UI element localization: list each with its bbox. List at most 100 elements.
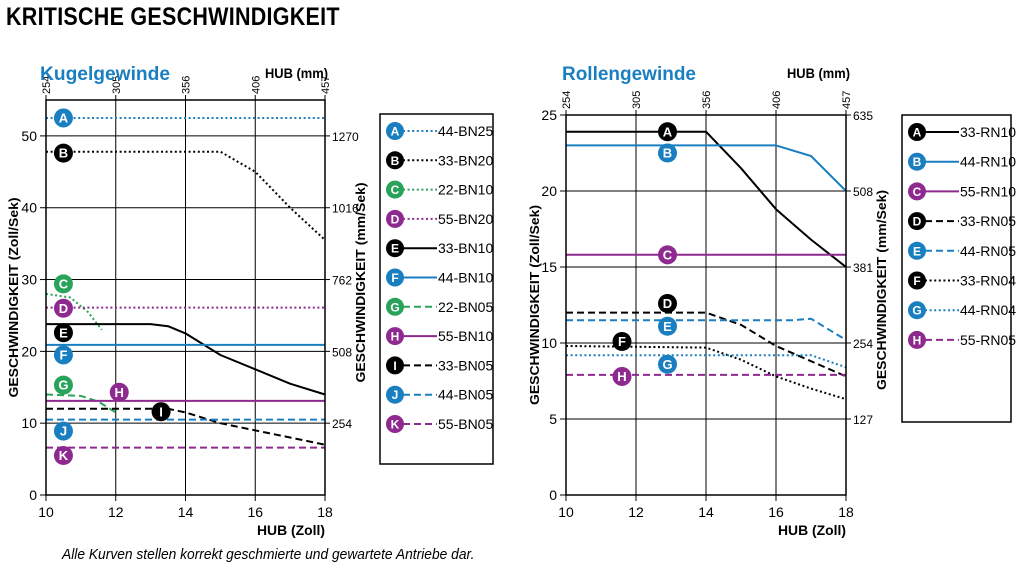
- kugel-legend-badge-H: [386, 327, 404, 346]
- rollen-legend-badge-C: [908, 182, 926, 201]
- rollen-xtick-label-16: 16: [768, 504, 784, 520]
- kugel-ytick-label-40: 40: [21, 200, 37, 216]
- rollen-x2tick-label-254: 254: [561, 91, 573, 109]
- rollen-ytick-label-0: 0: [549, 487, 557, 503]
- kugel-badge-letter-I: I: [159, 404, 163, 419]
- rollen-y2tick-label-508: 508: [853, 185, 873, 199]
- rollen-series-33-RN04: [565, 345, 847, 401]
- rollen-legend-letter-A: A: [913, 126, 922, 140]
- kugel-x2-axis-label: HUB (mm): [265, 65, 328, 81]
- kugel-legend-badge-D: [386, 209, 404, 228]
- kugel-legend-badge-E: [386, 239, 404, 258]
- kugel-badge-letter-G: G: [58, 378, 68, 393]
- kugel-y-axis-label: GESCHWINDIGKEIT (Zoll/Sek): [6, 198, 21, 398]
- kugel-xtick-label-18: 18: [317, 504, 333, 520]
- rollen-badge-circle-F: [612, 331, 632, 351]
- rollen-ytick-label-10: 10: [541, 335, 557, 351]
- kugel-ytick-label-10: 10: [21, 415, 37, 431]
- kugel-legend-letter-I: I: [393, 359, 396, 373]
- kugel-x2tick-label-406: 406: [250, 76, 262, 94]
- rollen-badge-circle-D: [658, 293, 677, 313]
- rollen-legend-letter-C: C: [913, 185, 922, 199]
- kugel-badge-circle-H: [109, 382, 129, 402]
- kugel-y2tick-label-762: 762: [332, 274, 352, 288]
- rollen-legend-badge-D: [908, 212, 926, 231]
- rollen-legend-badge-F: [908, 271, 926, 290]
- kugel-legend-badge-B: [386, 151, 404, 170]
- rollen-series-44-RN05: [566, 317, 847, 341]
- rollen-x2-axis-label: HUB (mm): [787, 65, 850, 81]
- rollen-x2tick-label-406: 406: [771, 91, 783, 109]
- rollen-badge-circle-B: [658, 143, 677, 163]
- kugel-badge-letter-D: D: [59, 301, 68, 316]
- rollen-legend-badge-G: [908, 301, 926, 320]
- kugel-badge-circle-B: [53, 143, 73, 163]
- rollen-legend-label-44-RN04: 44-RN04: [960, 302, 1016, 318]
- kugel-ytick-label-20: 20: [21, 343, 37, 359]
- kugel-x2tick-label-305: 305: [111, 76, 123, 94]
- rollen-series-44-RN04: [566, 354, 847, 369]
- kugel-y2tick-label-1016: 1016: [332, 202, 359, 216]
- kugel-legend-letter-E: E: [391, 242, 399, 256]
- rollen-badge-letter-B: B: [663, 146, 672, 161]
- kugel-ytick-label-50: 50: [21, 128, 37, 144]
- footnote: Alle Kurven stellen korrekt geschmierte …: [62, 546, 475, 563]
- rollen-legend-badge-E: [908, 241, 926, 260]
- kugel-x-axis-label: HUB (Zoll): [257, 522, 325, 538]
- kugel-xtick-label-10: 10: [38, 504, 54, 520]
- kugel-badge-letter-F: F: [59, 348, 67, 363]
- rollen-chart-title: Rollengewinde: [562, 64, 696, 85]
- kugel-legend-letter-F: F: [391, 271, 398, 285]
- kugel-badge-letter-H: H: [115, 385, 124, 400]
- kugel-badge-letter-E: E: [59, 325, 68, 340]
- rollen-legend-badge-A: [908, 123, 926, 141]
- kugel-series-22-BN05: [45, 393, 117, 414]
- rollen-badge-circle-C: [658, 245, 677, 265]
- rollen-legend-letter-F: F: [913, 274, 920, 288]
- rollen-y2tick-label-635: 635: [853, 109, 873, 123]
- kugel-badge-circle-J: [53, 421, 73, 441]
- kugel-badge-circle-A: [53, 108, 73, 128]
- kugel-badge-circle-C: [53, 274, 73, 294]
- rollen-y2-axis-label: GESCHWINDIGKEIT (mm/Sek): [874, 190, 889, 390]
- rollen-badge-letter-A: A: [663, 124, 673, 139]
- rollen-badge-letter-F: F: [618, 334, 626, 349]
- rollen-legend-badge-H: [908, 330, 926, 349]
- rollen-legend-label-33-RN10: 33-RN10: [960, 124, 1016, 140]
- kugel-badge-letter-B: B: [59, 146, 68, 161]
- rollen-y-axis-label: GESCHWINDIGKEIT (Zoll/Sek): [527, 205, 542, 405]
- kugel-legend-letter-B: B: [391, 154, 400, 168]
- rollen-legend-label-33-RN05: 33-RN05: [960, 213, 1016, 229]
- rollen-legend-label-33-RN04: 33-RN04: [960, 273, 1016, 289]
- kugel-xtick-label-12: 12: [108, 504, 124, 520]
- kugel-legend-label-33-BN05: 33-BN05: [438, 357, 493, 373]
- kugel-legend-badge-G: [386, 297, 404, 316]
- kugel-legend-badge-A: [386, 122, 404, 140]
- kugel-legend-label-22-BN10: 22-BN10: [438, 182, 493, 198]
- rollen-badge-circle-G: [658, 354, 677, 374]
- rollen-legend-letter-D: D: [913, 215, 922, 229]
- kugel-x2tick-label-254: 254: [41, 76, 53, 94]
- rollen-y2tick-label-127: 127: [853, 413, 873, 427]
- rollen-legend-label-44-RN10: 44-RN10: [960, 154, 1016, 170]
- kugel-y2-axis-label: GESCHWINDIGKEIT (mm/Sek): [353, 183, 368, 383]
- kugel-x2tick-label-457: 457: [320, 76, 332, 94]
- kugel-legend-label-55-BN20: 55-BN20: [438, 211, 493, 227]
- kugel-badge-letter-J: J: [60, 424, 67, 439]
- kugel-legend-label-22-BN05: 22-BN05: [438, 299, 493, 315]
- kugel-legend-label-33-BN20: 33-BN20: [438, 152, 493, 168]
- rollen-legend-label-55-RN10: 55-RN10: [960, 183, 1016, 199]
- rollen-y2tick-label-254: 254: [853, 337, 873, 351]
- kugel-badge-circle-K: [53, 446, 73, 465]
- rollen-ytick-label-25: 25: [541, 107, 557, 123]
- rollen-xtick-label-10: 10: [558, 504, 574, 520]
- rollen-x-axis-label: HUB (Zoll): [778, 522, 846, 538]
- rollen-legend-label-44-RN05: 44-RN05: [960, 243, 1016, 259]
- rollen-x2tick-label-305: 305: [631, 91, 643, 109]
- rollen-badge-circle-E: [658, 316, 677, 336]
- rollen-legend-badge-B: [908, 152, 926, 171]
- kugel-x2tick-label-356: 356: [181, 76, 193, 94]
- kugel-y2tick-label-1270: 1270: [332, 130, 359, 144]
- kugel-chart-title: Kugelgewinde: [40, 64, 170, 85]
